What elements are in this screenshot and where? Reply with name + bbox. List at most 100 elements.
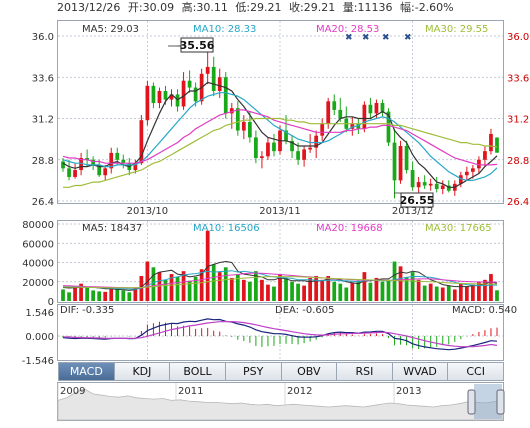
volume-bar bbox=[434, 286, 439, 301]
ma-line-ma30 bbox=[63, 117, 498, 188]
volume-bar bbox=[241, 279, 246, 301]
candle bbox=[91, 159, 96, 165]
volume-bar bbox=[163, 279, 168, 301]
candle bbox=[368, 104, 373, 114]
candle bbox=[434, 183, 439, 189]
open-label: 开: bbox=[128, 1, 143, 14]
overview-year-label: 2009 bbox=[60, 386, 85, 397]
volume-bar bbox=[73, 286, 77, 301]
candle bbox=[356, 123, 361, 129]
candle bbox=[362, 104, 367, 129]
candle bbox=[350, 123, 355, 129]
volume-bar bbox=[422, 285, 427, 301]
volume-bar bbox=[464, 286, 469, 301]
candle bbox=[296, 151, 300, 160]
volume-ma-line-ma10 bbox=[62, 270, 497, 290]
volume-bar bbox=[284, 277, 288, 301]
volume-bar bbox=[495, 290, 499, 301]
volume-bar bbox=[67, 292, 71, 301]
event-marker-icon[interactable]: ✖ bbox=[382, 33, 390, 43]
svg-text:2013/12/26 开:30.09: 2013/12/26 开:30.09 高:30.11 低:29.21 收:29.… bbox=[57, 0, 454, 14]
candle bbox=[223, 77, 228, 114]
candle bbox=[235, 108, 240, 131]
open-value: 30.09 bbox=[143, 1, 175, 14]
candle bbox=[272, 142, 276, 152]
price-tick-label: 28.8 bbox=[32, 156, 54, 167]
volume-bar bbox=[386, 279, 391, 301]
tab-cci[interactable]: CCI bbox=[448, 362, 504, 381]
candle bbox=[290, 140, 294, 152]
volume-bar bbox=[91, 290, 96, 301]
macd-tick-label: 0.000 bbox=[25, 332, 54, 343]
candle bbox=[187, 80, 192, 88]
range-selector[interactable] bbox=[467, 384, 505, 419]
volume-bar bbox=[362, 272, 367, 301]
volume-bar bbox=[266, 284, 270, 301]
candle bbox=[380, 103, 385, 112]
volume-bar bbox=[368, 282, 373, 301]
candle bbox=[302, 149, 306, 160]
ma-legend-item: MA10: 28.33 bbox=[193, 24, 256, 35]
candle bbox=[205, 66, 210, 74]
candle bbox=[145, 85, 150, 121]
candle bbox=[115, 152, 120, 160]
event-marker-icon[interactable]: ✖ bbox=[404, 33, 412, 43]
volume-bar bbox=[410, 272, 415, 301]
candle bbox=[332, 101, 337, 110]
indicator-tabs: MACD KDJ BOLL PSY OBV RSI WVAD CCI bbox=[58, 362, 504, 381]
candle bbox=[483, 151, 487, 160]
high-value: 30.11 bbox=[196, 1, 228, 14]
volume-legend: MA5: 18437 MA10: 16506 MA20: 19668 MA30: 17… bbox=[82, 223, 492, 234]
tab-macd[interactable]: MACD bbox=[58, 362, 115, 381]
range-right-handle[interactable] bbox=[496, 389, 505, 415]
price-tick-label: 36.0 bbox=[32, 32, 54, 43]
candle bbox=[398, 146, 403, 181]
candle bbox=[163, 91, 168, 100]
volume-bar bbox=[308, 277, 313, 301]
tab-wvad[interactable]: WVAD bbox=[392, 362, 449, 381]
volume-bar bbox=[477, 281, 481, 301]
ma-legend-item: MA20: 28.53 bbox=[316, 24, 379, 35]
dea-legend: DEA: -0.605 bbox=[275, 305, 334, 316]
low-value: 29.21 bbox=[250, 1, 282, 14]
tab-boll[interactable]: BOLL bbox=[170, 362, 226, 381]
quote-header: 2013/12/26 开:30.09 高:30.11 低:29.21 收:29.… bbox=[57, 0, 454, 14]
volume-tick-label: 60000 bbox=[22, 239, 54, 250]
candle bbox=[308, 147, 313, 150]
tab-rsi[interactable]: RSI bbox=[337, 362, 393, 381]
volume-tick-label: 0 bbox=[48, 297, 54, 308]
overview-area bbox=[57, 388, 504, 421]
volume-bar bbox=[404, 276, 409, 301]
volume-bar bbox=[344, 287, 349, 301]
volume-tick-label: 20000 bbox=[22, 278, 54, 289]
volume-bar bbox=[380, 281, 385, 301]
volume-bar bbox=[181, 271, 186, 301]
volume-bar bbox=[302, 285, 306, 301]
volume-bar bbox=[175, 276, 180, 301]
event-marker-icon[interactable]: ✖ bbox=[345, 33, 353, 43]
candle bbox=[151, 85, 156, 104]
tab-psy[interactable]: PSY bbox=[225, 362, 282, 381]
date-tick-label: 2013/11 bbox=[259, 206, 301, 217]
candle bbox=[193, 87, 198, 102]
candle bbox=[181, 80, 186, 107]
macd-tick-label: 1.546 bbox=[25, 308, 54, 319]
high-annotation-label: 35.56 bbox=[180, 39, 215, 52]
volume-bar bbox=[193, 276, 198, 301]
candle bbox=[157, 91, 162, 104]
volume-bar bbox=[103, 291, 108, 301]
candle bbox=[392, 142, 397, 181]
price-tick-label-right: 26.4 bbox=[507, 197, 529, 208]
event-marker-icon[interactable]: ✖ bbox=[362, 33, 370, 43]
volume-bar bbox=[296, 283, 300, 301]
range-left-handle[interactable] bbox=[467, 389, 476, 415]
overview-year-label: 2013 bbox=[396, 386, 421, 397]
candle bbox=[410, 170, 415, 188]
volume-bar bbox=[254, 271, 258, 301]
price-tick-label-right: 31.2 bbox=[507, 115, 529, 126]
candle bbox=[61, 161, 65, 169]
close-label: 收: bbox=[289, 0, 304, 14]
tab-obv[interactable]: OBV bbox=[281, 362, 338, 381]
tab-kdj[interactable]: KDJ bbox=[114, 362, 171, 381]
